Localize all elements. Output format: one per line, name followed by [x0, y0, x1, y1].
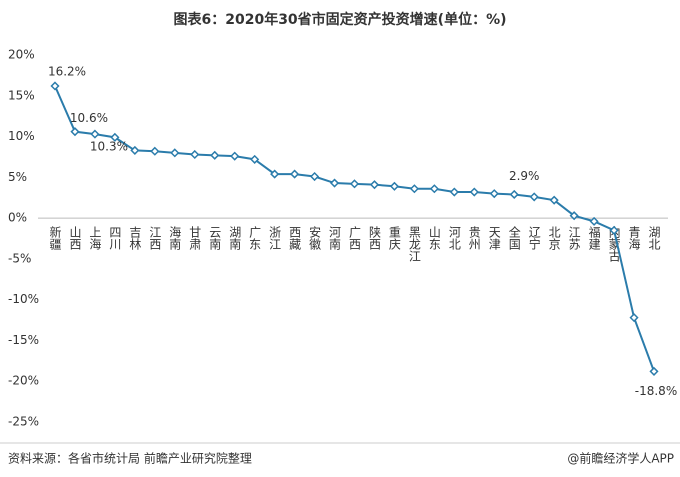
x-tick-label: 安徽: [308, 225, 322, 250]
y-tick-label: -25%: [8, 415, 39, 429]
marker: [250, 154, 260, 164]
marker: [210, 150, 220, 160]
x-tick-label: 辽宁: [527, 226, 541, 250]
x-tick-label: 上海: [88, 226, 102, 250]
y-tick-label: 10%: [8, 129, 35, 143]
x-tick-label: 黑龙江: [407, 226, 421, 262]
marker: [429, 184, 439, 194]
x-tick-label: 四川: [108, 226, 122, 250]
marker: [409, 184, 419, 194]
marker: [449, 187, 459, 197]
x-tick-label: 湖南: [228, 225, 242, 250]
x-tick-label: 青海: [627, 226, 641, 250]
x-tick-label: 贵州: [467, 226, 481, 250]
x-tick-label: 河北: [447, 226, 461, 251]
x-tick-label: 新疆: [48, 225, 62, 250]
marker: [489, 189, 499, 199]
marker: [509, 189, 519, 200]
marker: [329, 178, 340, 188]
source: 资料来源：各省市统计局 前瞻产业研究院整理: [8, 451, 252, 466]
marker: [529, 192, 539, 202]
x-tick-label: 全国: [507, 225, 521, 250]
marker: [569, 211, 579, 221]
x-tick-label: 湖北: [647, 225, 661, 251]
x-tick-label: 内蒙古: [607, 226, 621, 262]
brand: @前瞻经济学人APP: [567, 451, 674, 466]
data-label: -18.8%: [635, 384, 677, 398]
marker: [190, 149, 200, 160]
x-tick-label: 甘肃: [188, 226, 202, 251]
x-tick-label: 河南: [328, 226, 342, 250]
x-tick-label: 重庆: [387, 226, 401, 250]
x-tick-label: 江西: [148, 226, 162, 250]
x-tick-label: 陕西: [367, 225, 381, 250]
marker: [50, 81, 60, 91]
marker: [70, 127, 80, 137]
x-tick-label: 福建: [587, 225, 601, 251]
x-tick-label: 天津: [487, 226, 501, 250]
x-tick-label: 浙江: [268, 226, 282, 250]
x-tick-label: 山东: [427, 226, 441, 250]
chart-title: 图表6：2020年30省市固定资产投资增速(单位：%): [173, 11, 506, 28]
marker: [310, 171, 320, 182]
y-tick-label: -15%: [8, 333, 39, 347]
marker: [90, 129, 100, 139]
marker: [549, 195, 559, 205]
marker: [389, 181, 399, 191]
marker: [609, 225, 619, 235]
x-tick-label: 江苏: [567, 226, 581, 250]
y-tick-label: -10%: [8, 292, 39, 306]
marker: [469, 187, 479, 197]
marker: [629, 313, 639, 323]
marker: [170, 148, 180, 158]
x-tick-label: 西藏: [288, 226, 302, 251]
x-tick-label: 海南: [168, 225, 182, 250]
x-tick-label: 广东: [248, 226, 262, 250]
marker: [110, 132, 120, 142]
x-tick-label: 北京: [547, 226, 561, 251]
x-tick-label: 吉林: [128, 226, 142, 250]
y-tick-label: -20%: [8, 374, 39, 388]
marker: [290, 169, 300, 179]
marker: [270, 169, 280, 179]
x-tick-label: 广西: [348, 226, 362, 250]
y-tick-label: 0%: [8, 211, 27, 225]
data-label: 16.2%: [48, 64, 86, 78]
marker: [150, 146, 160, 156]
marker: [649, 366, 659, 376]
y-tick-label: 20%: [8, 48, 35, 62]
data-label: 2.9%: [509, 169, 540, 183]
y-tick-label: -5%: [8, 251, 31, 265]
marker: [130, 145, 140, 155]
y-tick-label: 5%: [8, 170, 27, 184]
data-label: 10.6%: [70, 111, 108, 125]
data-label: 10.3%: [90, 140, 128, 154]
marker: [589, 216, 599, 226]
y-tick-label: 15%: [8, 88, 35, 102]
marker: [230, 151, 240, 161]
x-tick-label: 云南: [208, 226, 222, 250]
x-tick-label: 山西: [68, 226, 82, 250]
marker: [369, 180, 380, 190]
marker: [349, 179, 360, 189]
